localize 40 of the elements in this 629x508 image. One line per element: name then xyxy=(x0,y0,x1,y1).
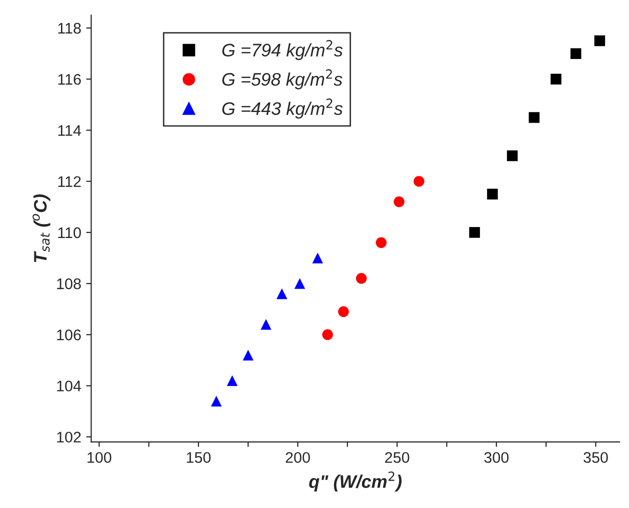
x-axis-title: q" (W/cm$^{2}$) xyxy=(309,471,402,492)
point xyxy=(487,188,498,200)
point xyxy=(376,237,387,248)
legend-label: G =794 kg/m$^{2}$s xyxy=(222,40,343,60)
point xyxy=(226,375,238,386)
point xyxy=(394,196,404,208)
y-tick-label: 116 xyxy=(58,74,81,85)
point xyxy=(570,48,582,59)
y-tick-label: 104 xyxy=(57,380,82,392)
x-tick-label: 250 xyxy=(385,452,410,463)
y-tick-label: 108 xyxy=(57,278,81,290)
x-tick-label: 350 xyxy=(584,452,608,463)
point xyxy=(414,176,424,187)
point xyxy=(276,288,288,300)
y-tick-label: 118 xyxy=(58,22,81,34)
legend-label: G =598 kg/m$^{2}$s xyxy=(222,69,342,90)
point xyxy=(294,278,306,289)
x-tick-label: 200 xyxy=(286,452,310,463)
point xyxy=(506,150,518,162)
y-tick-label: 110 xyxy=(58,227,81,238)
x-tick-label: 100 xyxy=(88,452,112,463)
y-tick-label: 102 xyxy=(57,432,81,443)
point xyxy=(550,74,562,84)
x-tick-label: 150 xyxy=(186,452,211,463)
y-axis-title: T$_{sat}$ ($^{o}$C) xyxy=(32,194,50,262)
point xyxy=(210,396,222,406)
point xyxy=(528,112,540,123)
point xyxy=(594,35,606,46)
point xyxy=(242,350,254,360)
x-tick-label: 300 xyxy=(484,452,509,463)
point xyxy=(322,329,333,340)
legend-label: G =443 kg/m$^{2}$s xyxy=(222,98,343,119)
y-tick-label: 106 xyxy=(57,330,81,340)
point xyxy=(356,273,367,284)
y-tick-label: 112 xyxy=(58,176,81,187)
point xyxy=(469,227,480,238)
point xyxy=(338,306,349,318)
point xyxy=(312,252,324,264)
point xyxy=(260,319,272,330)
y-tick-label: 114 xyxy=(58,125,82,136)
